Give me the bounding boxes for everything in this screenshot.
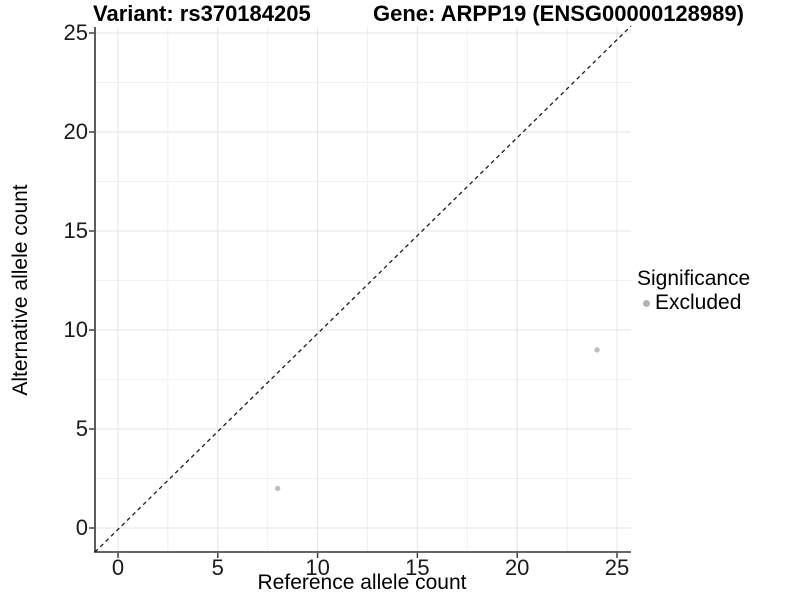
legend-item-label: Excluded — [655, 291, 742, 314]
x-tick-label: 20 — [504, 555, 530, 580]
gridlines-minor — [95, 27, 631, 552]
plot-title-variant: Variant: rs370184205 — [93, 1, 311, 26]
identity-dashed-line — [94, 25, 632, 553]
x-tick-label: 25 — [604, 555, 630, 580]
data-point — [594, 347, 600, 353]
y-tick-label: 25 — [63, 20, 88, 45]
data-points — [274, 347, 600, 492]
legend-item-excluded: Excluded — [637, 291, 750, 315]
legend-point-icon — [643, 299, 650, 307]
legend-title: Significance — [637, 267, 751, 290]
x-tick-label: 5 — [211, 555, 224, 580]
tick-marks — [89, 32, 618, 558]
y-tick-label: 5 — [75, 416, 88, 441]
plot-title-gene: Gene: ARPP19 (ENSG00000128989) — [373, 1, 744, 26]
data-point — [274, 485, 281, 492]
y-tick-label: 15 — [63, 218, 88, 243]
axis-lines — [94, 27, 631, 553]
y-tick-label: 0 — [75, 515, 88, 540]
x-axis-title: Reference allele count — [257, 571, 467, 594]
gridlines-major — [95, 27, 631, 552]
x-tick-label: 10 — [305, 555, 330, 580]
y-axis-title: Alternative allele count — [9, 184, 32, 396]
x-tick-label: 15 — [405, 555, 430, 580]
legend: Significance Excluded — [637, 266, 750, 315]
y-tick-label: 10 — [63, 317, 88, 342]
identity-line — [94, 25, 632, 553]
x-tick-label: 0 — [111, 555, 125, 580]
y-tick-label: 20 — [63, 119, 88, 144]
